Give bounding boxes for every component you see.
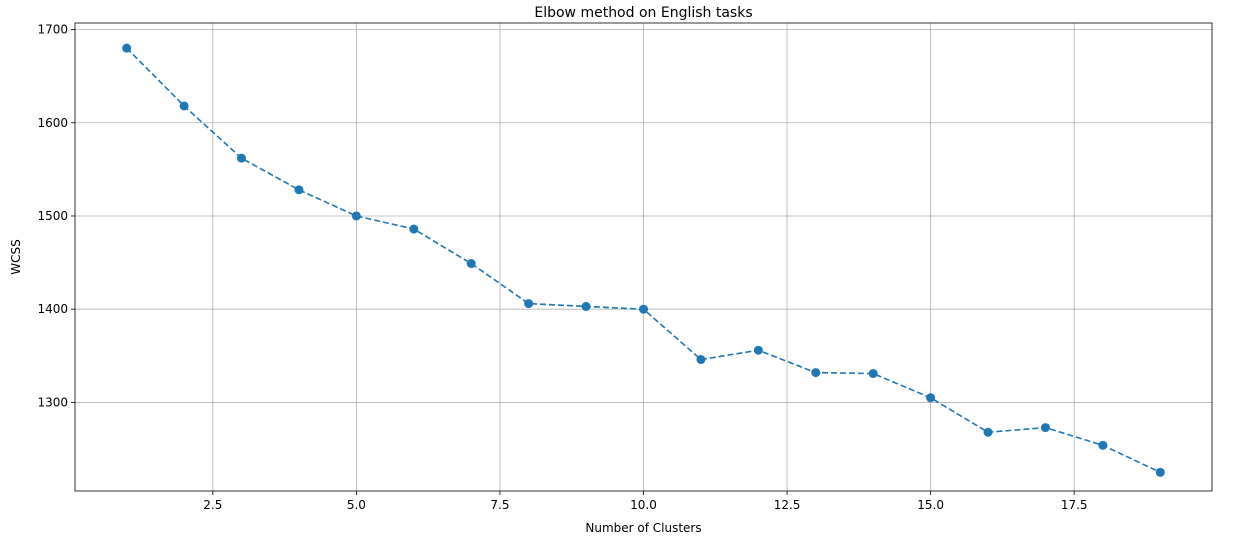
data-point: [753, 345, 763, 355]
y-tick-label: 1600: [37, 116, 68, 130]
x-tick-label: 2.5: [203, 498, 222, 512]
y-axis: 1300 1400 1500 1600 1700: [37, 23, 75, 409]
data-point: [466, 259, 476, 269]
x-tick-label: 10.0: [630, 498, 657, 512]
data-point: [1098, 440, 1108, 450]
y-tick-label: 1400: [37, 302, 68, 316]
data-point: [926, 393, 936, 403]
data-point: [868, 369, 878, 379]
data-point: [581, 301, 591, 311]
data-point: [983, 427, 993, 437]
y-tick-label: 1700: [37, 23, 68, 37]
y-axis-label: WCSS: [9, 239, 23, 274]
data-point: [237, 153, 247, 163]
data-point: [294, 185, 304, 195]
data-point: [524, 299, 534, 309]
series-layer: [122, 43, 1165, 477]
data-point: [811, 368, 821, 378]
x-tick-label: 12.5: [774, 498, 801, 512]
x-axis-label: Number of Clusters: [585, 521, 701, 535]
data-point: [639, 304, 648, 314]
data-point: [122, 43, 132, 53]
data-point: [696, 355, 706, 365]
x-tick-label: 15.0: [917, 498, 944, 512]
data-point: [1155, 467, 1165, 477]
data-point: [179, 101, 189, 111]
grid: [75, 23, 1212, 491]
y-tick-label: 1500: [37, 209, 68, 223]
x-tick-label: 17.5: [1061, 498, 1088, 512]
data-point: [351, 211, 361, 221]
x-tick-label: 5.0: [347, 498, 366, 512]
x-axis: 2.5 5.0 7.5 10.0 12.5 15.0 17.5: [203, 491, 1088, 512]
data-point: [409, 224, 419, 234]
x-tick-label: 7.5: [490, 498, 509, 512]
chart-title: Elbow method on English tasks: [534, 5, 752, 21]
data-point: [1040, 423, 1050, 433]
y-tick-label: 1300: [37, 395, 68, 409]
